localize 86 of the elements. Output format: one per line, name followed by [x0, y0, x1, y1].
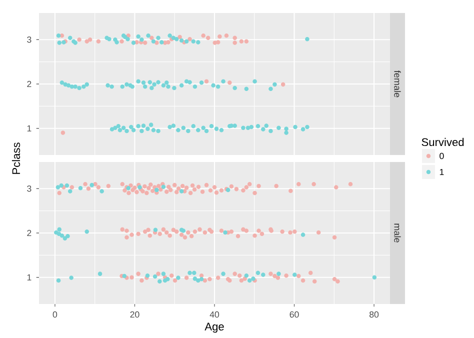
point [78, 186, 83, 190]
point [120, 39, 124, 44]
point [300, 232, 306, 237]
point [154, 40, 159, 45]
point [178, 34, 182, 40]
text: female [394, 70, 401, 98]
point [100, 189, 104, 194]
legend-label: 1 [440, 168, 444, 176]
y-tick-label: 2 [27, 230, 32, 236]
point [192, 270, 196, 276]
point [247, 278, 252, 283]
point [88, 37, 92, 42]
point [192, 276, 198, 281]
point [292, 272, 297, 277]
point [161, 184, 166, 189]
point [158, 279, 162, 284]
point [176, 276, 180, 280]
point [142, 40, 148, 45]
point [56, 185, 60, 190]
point [256, 270, 260, 276]
x-tick-label: 0 [52, 311, 58, 318]
point [166, 277, 170, 282]
point [166, 40, 170, 44]
point [60, 130, 66, 135]
point [244, 39, 249, 44]
point [201, 33, 206, 38]
point [204, 79, 209, 84]
point [261, 272, 266, 277]
point [90, 182, 94, 188]
point [232, 40, 237, 45]
point [232, 36, 237, 40]
y-axis-title: Pclass [12, 142, 20, 174]
point [57, 227, 62, 232]
y-tick-label: 3 [27, 185, 32, 192]
point [280, 82, 286, 87]
point [60, 33, 64, 38]
point [68, 189, 72, 194]
point [77, 37, 82, 42]
point [56, 232, 62, 236]
point [276, 272, 281, 276]
point [56, 278, 61, 283]
x-axis-title: Age [204, 322, 224, 333]
point [196, 278, 200, 283]
x-tick-label: 40 [210, 311, 220, 318]
point [239, 39, 244, 44]
point [84, 230, 90, 234]
point [152, 274, 158, 279]
point [188, 37, 192, 42]
y-tick-label: 2 [27, 80, 32, 88]
x-tick-label: 80 [370, 311, 379, 318]
x-tick-label: 60 [290, 311, 299, 318]
y-tick-label: 1 [27, 125, 32, 132]
point [150, 36, 154, 40]
y-tick-label: 1 [27, 274, 32, 280]
point [179, 189, 184, 194]
point [221, 272, 226, 276]
point [199, 277, 204, 282]
point [228, 80, 232, 85]
point [154, 188, 159, 192]
point [216, 40, 220, 44]
point [244, 273, 249, 278]
point [64, 183, 70, 188]
point [145, 273, 150, 278]
point [98, 272, 102, 276]
legend-label: 0 [440, 152, 444, 160]
point [206, 36, 210, 40]
point [218, 34, 222, 39]
point [223, 230, 228, 235]
point [134, 40, 139, 44]
point [59, 183, 64, 188]
point [224, 33, 229, 38]
point [69, 276, 74, 280]
point [96, 39, 101, 44]
point [60, 234, 64, 238]
point [153, 228, 158, 232]
x-tick-label: 20 [130, 311, 140, 318]
point [66, 234, 70, 238]
point [161, 272, 166, 276]
point [122, 274, 126, 278]
legend-title: Survived [422, 138, 464, 146]
y-tick-label: 3 [27, 36, 32, 43]
text: male [394, 224, 401, 242]
point [84, 39, 90, 44]
point [188, 270, 192, 276]
point [372, 275, 377, 280]
point [62, 236, 68, 240]
